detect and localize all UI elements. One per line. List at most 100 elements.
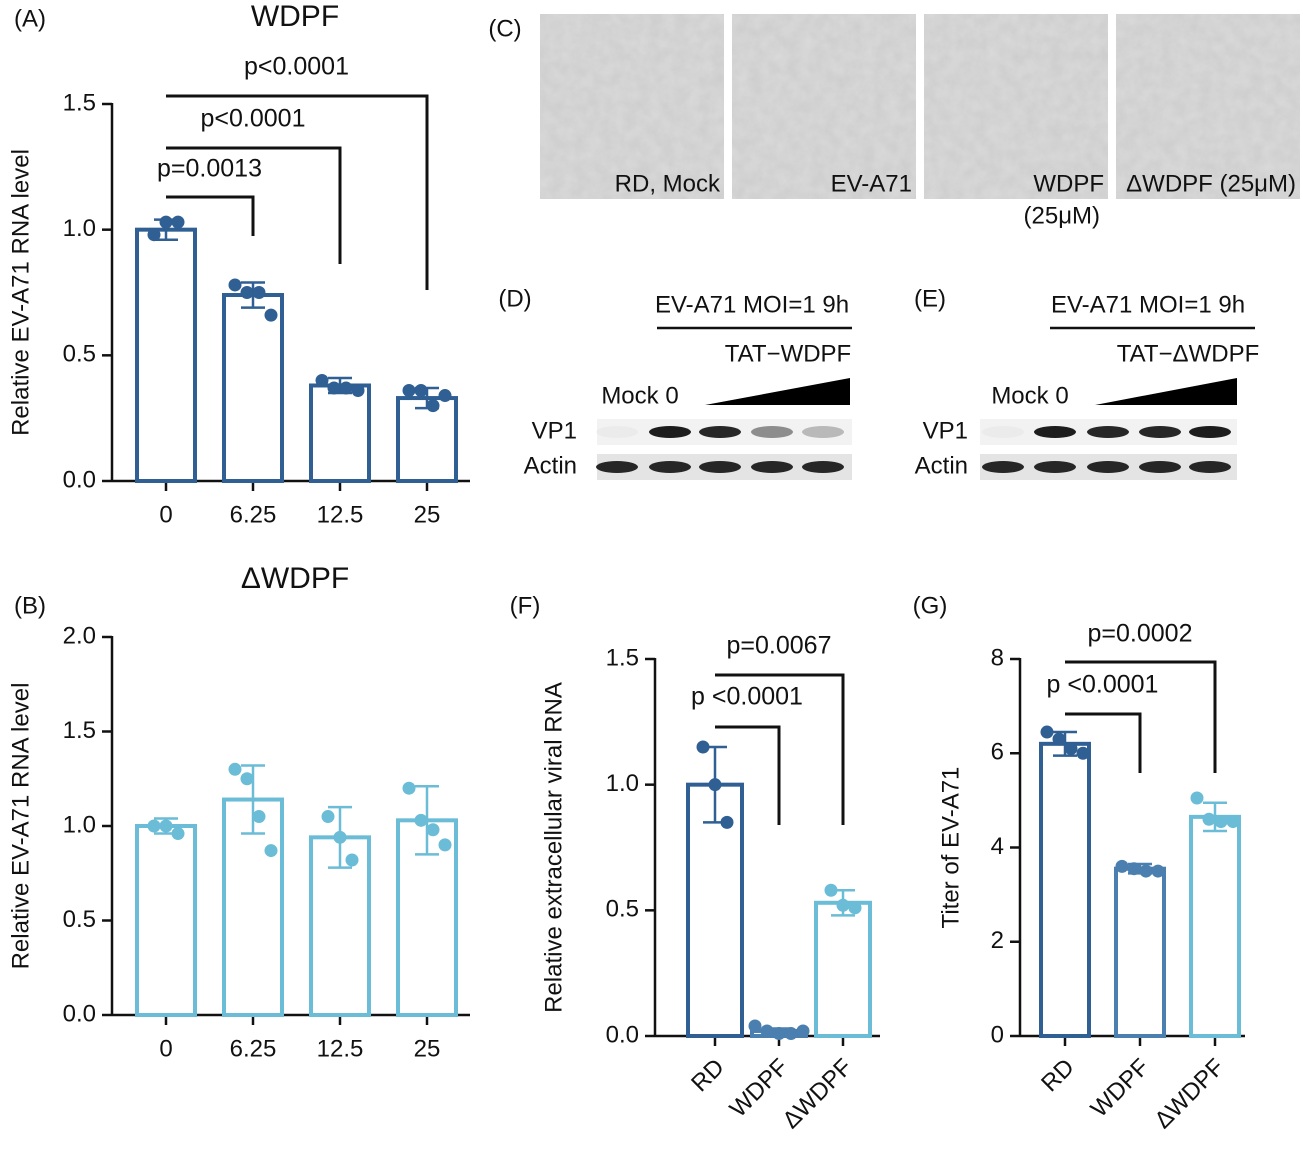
data-point (264, 308, 278, 322)
micrograph-texture (540, 14, 724, 199)
y-axis-label: Titer of EV-A71 (937, 767, 964, 929)
error-bar (1053, 730, 1077, 757)
row-label: Actin (915, 452, 968, 479)
blot-band (1034, 461, 1076, 473)
data-point (333, 830, 347, 844)
error-bar (241, 281, 265, 309)
x-tick-label: RD (1036, 1054, 1080, 1098)
p-value-label: p <0.0001 (691, 683, 803, 711)
bar (396, 396, 458, 483)
y-tick-label: 1.0 (63, 215, 96, 242)
x-tick-label: 12.5 (317, 1035, 364, 1062)
bar (309, 383, 371, 484)
data-point (402, 781, 416, 795)
micrograph-label: WDPF (1033, 170, 1104, 197)
micrograph-texture (732, 14, 916, 199)
y-tick-label: 0.0 (63, 1000, 96, 1027)
panel-label: (F) (510, 592, 541, 619)
data-point (159, 819, 173, 833)
blot-band (751, 426, 793, 438)
data-point (228, 762, 242, 776)
data-point (426, 399, 440, 413)
data-point (438, 389, 452, 403)
data-point (351, 384, 365, 398)
blot-band (982, 461, 1024, 473)
blot-band (802, 461, 844, 473)
micrograph-texture (924, 14, 1108, 199)
y-tick-label: 1.0 (606, 770, 639, 797)
data-point (147, 228, 161, 242)
data-point (760, 1024, 774, 1038)
data-point (402, 384, 416, 398)
panel-label: (G) (913, 592, 948, 619)
data-point (264, 844, 278, 858)
x-tick-label: 25 (414, 501, 441, 528)
data-point (240, 286, 254, 299)
data-point (345, 853, 359, 867)
micrograph-texture (1116, 14, 1300, 199)
x-tick-label: 6.25 (230, 501, 277, 528)
y-tick-label: 0.0 (63, 466, 96, 493)
y-tick-label: 1.5 (63, 89, 96, 116)
micrograph-label: EV-A71 (831, 170, 912, 197)
bar (135, 824, 197, 1017)
data-point (252, 810, 266, 824)
bar (1189, 814, 1241, 1039)
data-point (171, 215, 185, 229)
dose-wedge (705, 378, 850, 405)
micrograph-label: ΔWDPF (25μM) (1126, 170, 1296, 197)
bar (1039, 741, 1091, 1038)
blot-band (649, 426, 691, 438)
blot-band (699, 461, 741, 473)
x-tick-label: 6.25 (230, 1035, 277, 1062)
x-tick-label: WDPF (1086, 1054, 1155, 1123)
blot-band (596, 426, 638, 438)
data-point (339, 381, 353, 395)
data-point (1139, 864, 1153, 878)
blot-band (1087, 461, 1129, 473)
data-point (414, 384, 428, 398)
bar (222, 293, 284, 483)
p-value-label: p=0.0013 (157, 155, 262, 183)
data-point (836, 898, 850, 912)
y-tick-label: 0 (991, 1021, 1004, 1048)
y-tick-label: 6 (991, 739, 1004, 766)
blot-band (751, 461, 793, 473)
data-point (1052, 732, 1066, 746)
data-point (772, 1026, 786, 1040)
data-point (1151, 864, 1165, 878)
p-value-label: p=0.0067 (727, 632, 832, 660)
significance-bracket (166, 146, 342, 264)
data-point (426, 823, 440, 837)
significance-bracket (715, 725, 781, 825)
data-point (1076, 746, 1090, 760)
y-axis-label: Relative extracellular viral RNA (540, 682, 567, 1013)
dose-wedge (1095, 378, 1237, 405)
x-tick-label: 12.5 (317, 501, 364, 528)
y-tick-label: 2 (991, 927, 1004, 954)
data-point (228, 278, 242, 292)
significance-bracket (715, 673, 845, 825)
row-label: Actin (524, 452, 577, 479)
x-tick-label: 25 (414, 1035, 441, 1062)
x-tick-label: 0 (159, 1035, 172, 1062)
data-point (171, 827, 185, 841)
chart-title: ΔWDPF (241, 562, 349, 595)
blot-band (1139, 426, 1181, 438)
bar (686, 782, 744, 1039)
data-point (696, 740, 710, 754)
y-tick-label: 8 (991, 644, 1004, 671)
panel-label: (E) (914, 285, 946, 312)
lane-label: Mock 0 (991, 382, 1068, 409)
p-value-label: p=0.0002 (1088, 620, 1193, 648)
data-point (720, 815, 734, 829)
data-point (1226, 815, 1240, 829)
x-tick-label: 0 (159, 501, 172, 528)
data-point (1064, 742, 1078, 756)
y-tick-label: 2.0 (63, 622, 96, 649)
blot-band (1189, 461, 1231, 473)
data-point (796, 1024, 810, 1038)
y-tick-label: 0.5 (63, 341, 96, 368)
panel-label: (D) (498, 285, 531, 312)
